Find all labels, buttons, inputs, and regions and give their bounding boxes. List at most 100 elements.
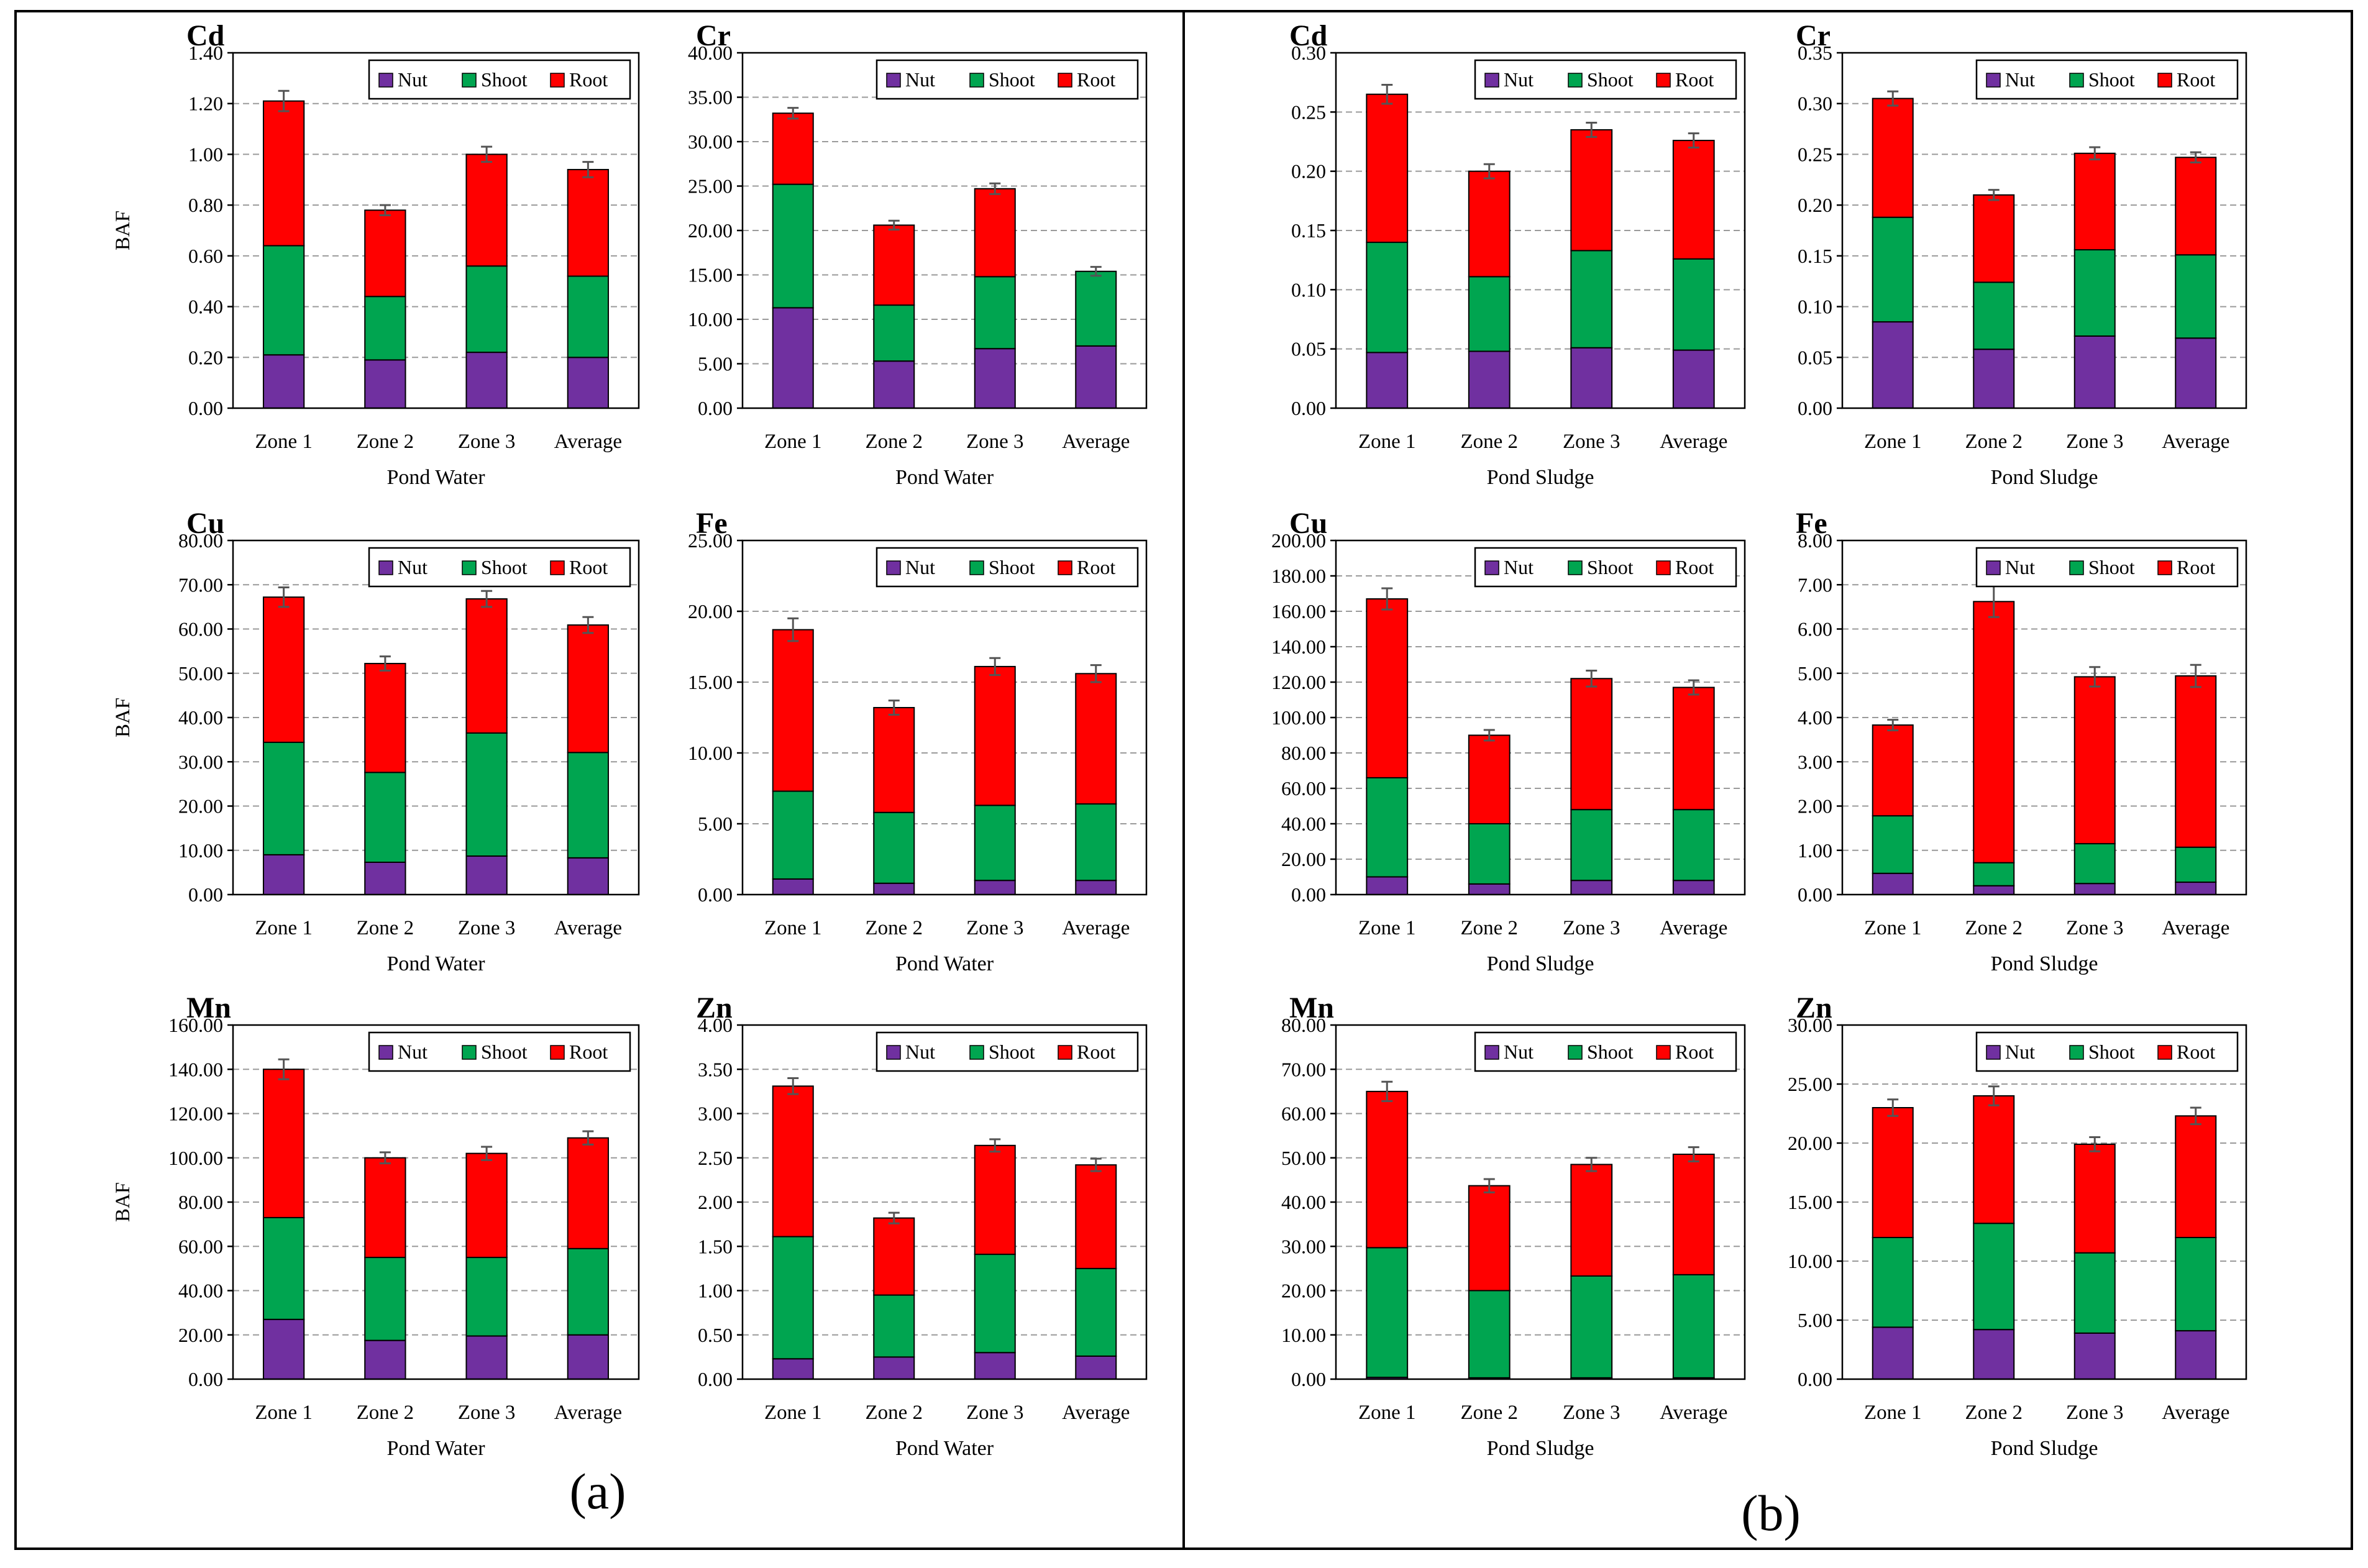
legend-swatch-shoot (2069, 73, 2084, 88)
bar-shoot-zone-3 (1570, 1275, 1613, 1379)
bar-root-zone-1 (772, 112, 814, 185)
bar-shoot-zone-3 (1570, 809, 1613, 882)
x-tick-label: Zone 1 (1864, 917, 1922, 939)
legend-swatch-shoot (462, 73, 477, 88)
legend-label-shoot: Shoot (989, 556, 1035, 578)
legend-box (1975, 547, 2239, 588)
chart-cu-b: Zone 1 Zone 2 Zone 3 Average 0.00 20.00 40.00 6… (1271, 507, 1746, 975)
legend-label-root: Root (2177, 68, 2215, 91)
legend-swatch-root (1656, 73, 1671, 88)
bar-nut-zone-1 (772, 307, 814, 409)
legend-swatch-root (1058, 560, 1072, 575)
legend-label-root: Root (569, 1041, 608, 1063)
legend-label-nut: Nut (398, 68, 427, 91)
bar-nut-average (1075, 1355, 1117, 1380)
y-tick-label: 180.00 (1271, 565, 1326, 587)
y-tick-label: 1.00 (698, 1280, 733, 1302)
chart-title: Cd (186, 19, 225, 52)
plot-area (232, 52, 640, 409)
chart-cr-a: Zone 1 Zone 2 Zone 3 Average 0.00 5.00 10.00 15… (688, 19, 1148, 489)
bar-root-zone-1 (262, 1069, 305, 1218)
bar-shoot-zone-1 (1872, 815, 1914, 874)
y-tick-label: 0.00 (1798, 883, 1832, 906)
bar-nut-average (2175, 882, 2217, 896)
legend-label-nut: Nut (1504, 68, 1534, 91)
y-tick-label: 1.00 (188, 143, 223, 165)
panel-b-label: (b) (1741, 1485, 1801, 1541)
bar-nut-zone-2 (1468, 883, 1511, 896)
bar-nut-zone-3 (2073, 883, 2116, 895)
bar-nut-average (1075, 345, 1117, 409)
y-tick-label: 30.00 (688, 130, 733, 153)
bar-root-zone-3 (974, 1144, 1016, 1256)
legend-swatch-nut (886, 560, 901, 575)
legend-swatch-root (550, 73, 565, 88)
legend-label-nut: Nut (2005, 1041, 2035, 1063)
legend-label-nut: Nut (2005, 556, 2035, 578)
chart-title: Mn (186, 991, 231, 1024)
y-tick-label: 6.00 (1798, 618, 1832, 640)
bar-nut-zone-2 (364, 861, 406, 896)
legend-label-shoot: Shoot (481, 1041, 528, 1063)
bar-root-zone-1 (772, 629, 814, 792)
x-tick-label: Zone 1 (1864, 1402, 1922, 1424)
bar-root-zone-3 (2073, 152, 2116, 251)
y-tick-label: 0.00 (188, 1368, 223, 1390)
bar-root-zone-1 (1872, 724, 1914, 817)
bar-nut-zone-3 (465, 1335, 508, 1380)
legend-swatch-nut (1484, 1045, 1499, 1060)
x-axis-label: Pond Sludge (1487, 952, 1594, 975)
y-tick-label: 0.00 (1291, 397, 1326, 419)
bar-root-average (2175, 157, 2217, 256)
x-tick-label: Zone 2 (357, 431, 414, 453)
legend: Nut Shoot Root (1975, 1031, 2239, 1072)
bar-nut-zone-3 (465, 855, 508, 895)
y-tick-label: 140.00 (168, 1058, 223, 1080)
legend-swatch-nut (378, 73, 393, 88)
bar-shoot-zone-3 (1570, 250, 1613, 349)
bar-root-zone-1 (1366, 93, 1409, 244)
bar-nut-zone-2 (873, 1356, 915, 1380)
bar-root-average (567, 1137, 610, 1249)
y-tick-label: 80.00 (178, 1191, 223, 1213)
x-tick-label: Zone 2 (865, 1402, 923, 1424)
y-tick-label: 40.00 (1281, 813, 1326, 835)
y-tick-label: 160.00 (1271, 600, 1326, 622)
legend-swatch-root (2157, 1045, 2172, 1060)
legend-swatch-root (1058, 73, 1072, 88)
bar-shoot-zone-1 (1872, 216, 1914, 323)
bar-root-zone-2 (1468, 734, 1511, 824)
chart-mn-a: Zone 1 Zone 2 Zone 3 Average 0.00 20.00 40.00 6… (112, 991, 640, 1460)
y-tick-label: 0.00 (1798, 397, 1832, 419)
bar-shoot-zone-2 (1468, 823, 1511, 885)
bar-shoot-zone-1 (1366, 777, 1409, 878)
x-tick-label: Zone 1 (764, 431, 822, 453)
x-tick-label: Zone 1 (255, 431, 313, 453)
y-tick-label: 30.00 (1788, 1014, 1832, 1036)
legend-label-nut: Nut (398, 1041, 427, 1063)
bar-shoot-zone-2 (1973, 1223, 2015, 1331)
y-tick-label: 0.30 (1798, 93, 1832, 115)
y-tick-label: 40.00 (1281, 1191, 1326, 1213)
y-tick-label: 0.00 (1798, 1368, 1832, 1390)
x-axis-label: Pond Sludge (1991, 466, 2098, 489)
bar-shoot-zone-2 (1973, 281, 2015, 350)
bar-root-zone-3 (2073, 676, 2116, 845)
legend-swatch-root (2157, 560, 2172, 575)
bar-shoot-zone-3 (974, 276, 1016, 350)
plot-area (741, 539, 1148, 896)
legend-swatch-nut (1484, 73, 1499, 88)
bar-shoot-zone-3 (2073, 843, 2116, 885)
legend-swatch-nut (886, 73, 901, 88)
bar-root-average (2175, 675, 2217, 848)
bar-nut-zone-1 (1366, 876, 1409, 895)
legend: Nut Shoot Root (875, 547, 1139, 588)
bar-shoot-zone-2 (364, 1257, 406, 1341)
bar-nut-average (567, 357, 610, 409)
chart-cr-b: Zone 1 Zone 2 Zone 3 Average 0.00 0.05 0.10 0.1… (1796, 19, 2247, 489)
bar-root-zone-1 (1366, 1090, 1409, 1249)
y-tick-label: 5.00 (698, 813, 733, 835)
chart-zn-a: Zone 1 Zone 2 Zone 3 Average 0.00 0.50 1.00 1.5… (696, 991, 1148, 1460)
chart-title: Zn (1796, 991, 1832, 1024)
bar-nut-average (1672, 349, 1715, 409)
